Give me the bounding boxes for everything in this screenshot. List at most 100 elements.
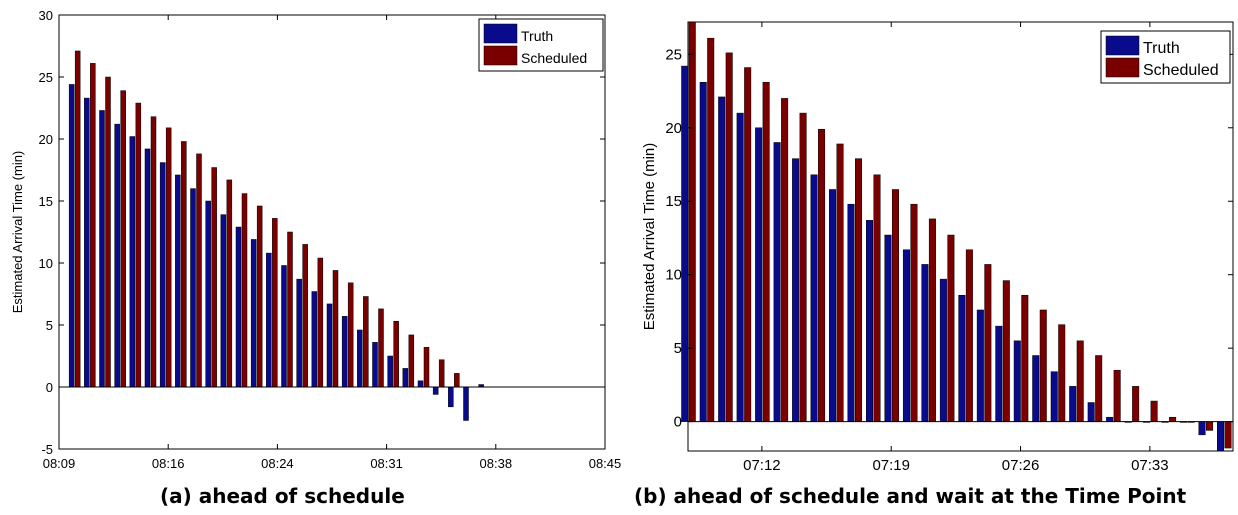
- chart-b-bar-scheduled: [1058, 324, 1066, 422]
- chart-b-bar-truth: [792, 158, 800, 422]
- chart-a-bar-truth: [114, 123, 120, 388]
- chart-b-bar-truth: [1217, 421, 1225, 452]
- chart-b-bar-truth: [1087, 402, 1095, 422]
- chart-b-xtick-label: 07:26: [1002, 457, 1040, 474]
- chart-a-bar-scheduled: [272, 218, 278, 388]
- chart-b-bar-scheduled: [688, 21, 696, 422]
- chart-b-legend-label-truth: Truth: [1143, 40, 1180, 57]
- chart-a-xtick-label: 08:16: [152, 456, 185, 471]
- chart-a-xtick-label: 08:45: [589, 456, 622, 471]
- chart-b-bar-truth: [902, 249, 910, 422]
- chart-b-bar-scheduled: [891, 189, 899, 422]
- chart-b-xtick-label: 07:33: [1131, 457, 1169, 474]
- chart-a-bar-scheduled: [393, 321, 399, 388]
- chart-a-bar-scheduled: [408, 334, 415, 388]
- chart-a-bar-truth: [432, 386, 439, 395]
- chart-a-bar-truth: [326, 303, 333, 388]
- chart-a-ytick-label: -5: [41, 442, 53, 457]
- chart-b-bar-truth: [939, 278, 947, 422]
- chart-b-bar-truth: [1013, 340, 1021, 422]
- chart-b-bar-scheduled: [928, 218, 936, 422]
- chart-a-bar-scheduled: [165, 127, 172, 388]
- chart-b-bar-truth: [865, 220, 873, 422]
- chart-a-bar-scheduled: [241, 193, 248, 388]
- chart-b-bar-truth: [1106, 416, 1114, 422]
- chart-a-xtick-label: 08:38: [480, 456, 513, 471]
- chart-a-legend-swatch-scheduled: [483, 45, 518, 66]
- caption-b: (b) ahead of schedule and wait at the Ti…: [634, 484, 1187, 508]
- chart-a-bar-truth: [341, 316, 348, 388]
- chart-a-bar-truth: [144, 148, 151, 388]
- chart-a-bar-scheduled: [287, 231, 293, 388]
- chart-a-ytick-label: 25: [39, 70, 53, 85]
- chart-a-bar-truth: [129, 136, 136, 388]
- chart-a-bar-scheduled: [196, 153, 202, 388]
- chart-panel-a: -5 0 5 10 15 20 25 30 08:09 08:16 08:24 08:31 08:38 0…: [10, 8, 622, 508]
- chart-a-bar-truth: [159, 162, 166, 388]
- chart-a-bar-scheduled: [317, 257, 324, 388]
- chart-a-bar-truth: [175, 174, 181, 388]
- chart-b-bar-scheduled: [855, 158, 863, 422]
- chart-a-ytick-label: 20: [39, 132, 53, 147]
- chart-b-bar-scheduled: [1132, 386, 1140, 422]
- chart-b-legend-label-scheduled: Scheduled: [1143, 62, 1219, 79]
- chart-a-bar-truth: [311, 291, 318, 388]
- chart-b-bar-scheduled: [1150, 400, 1158, 422]
- chart-a-bar-truth: [250, 239, 257, 388]
- chart-b-bar-truth: [718, 96, 726, 422]
- chart-b-bar-truth: [755, 127, 763, 422]
- chart-a-bar-scheduled: [90, 63, 96, 388]
- chart-a-bar-scheduled: [74, 50, 81, 388]
- chart-a-svg: -5 0 5 10 15 20 25 30 08:09 08:16 08:24 08:31 08:38 0…: [10, 8, 622, 471]
- chart-b-ytick-label: 15: [665, 193, 682, 210]
- chart-a-legend-label-scheduled: Scheduled: [521, 50, 587, 66]
- chart-panel-b: 0 5 10 15 20 25 07:12 07:19 07:26 07:33 Estimated …: [628, 0, 1238, 515]
- chart-a-bar-scheduled: [181, 141, 187, 388]
- chart-b-bar-scheduled: [836, 143, 844, 422]
- chart-a-bar-scheduled: [211, 167, 217, 388]
- chart-b-bar-truth: [829, 189, 837, 422]
- chart-b-bar-scheduled: [910, 203, 918, 422]
- chart-b-ylabel: Estimated Arrival Time (min): [641, 143, 658, 331]
- chart-b-bar-scheduled: [984, 264, 992, 422]
- chart-a-bar-scheduled: [363, 296, 369, 388]
- chart-a-bar-truth: [220, 214, 227, 388]
- chart-a-bar-scheduled: [135, 102, 142, 388]
- chart-a-bar-truth: [372, 342, 378, 388]
- chart-a-bar-truth: [205, 200, 211, 388]
- chart-a-bar-scheduled: [438, 359, 445, 388]
- chart-b-bar-truth: [921, 264, 929, 422]
- chart-a-bar-scheduled: [226, 179, 233, 388]
- chart-b-ytick-label: 0: [674, 414, 682, 431]
- chart-b-bar-scheduled: [947, 234, 955, 422]
- chart-a-bar-truth: [448, 386, 454, 408]
- chart-b-bar-scheduled: [873, 174, 881, 422]
- chart-b-bar-scheduled: [818, 129, 826, 422]
- chart-b-bar-truth: [1198, 421, 1206, 436]
- chart-b-bar-scheduled: [707, 37, 715, 422]
- chart-b-bar-scheduled: [1021, 295, 1029, 422]
- chart-b-bar-truth: [1032, 355, 1040, 422]
- chart-a-bar-scheduled: [378, 308, 384, 388]
- chart-a-bar-scheduled: [302, 244, 308, 388]
- chart-a-bar-truth: [463, 386, 469, 421]
- chart-a-bar-truth: [417, 380, 424, 388]
- chart-a-bar-truth: [296, 278, 302, 388]
- chart-b-bar-truth: [884, 234, 892, 422]
- chart-a-bar-truth: [99, 110, 105, 388]
- chart-a-xtick-label: 08:24: [261, 456, 294, 471]
- chart-a-bar-truth: [281, 265, 287, 388]
- chart-b-bar-truth: [681, 65, 689, 422]
- chart-b-bar-truth: [1050, 371, 1058, 422]
- chart-a-ylabel: Estimated Arrival Time (min): [10, 151, 25, 314]
- chart-b-ytick-label: 25: [665, 46, 682, 63]
- chart-b-bar-scheduled: [762, 81, 770, 422]
- chart-a-bar-scheduled: [454, 373, 460, 388]
- chart-b-bar-scheduled: [1224, 421, 1232, 449]
- chart-a-ytick-label: 30: [39, 8, 53, 23]
- chart-b-ytick-label: 10: [665, 267, 682, 284]
- chart-a-bar-scheduled: [423, 347, 430, 388]
- chart-a-xtick-label: 08:09: [43, 456, 76, 471]
- chart-b-bar-scheduled: [1002, 280, 1010, 422]
- chart-a-bar-truth: [190, 188, 196, 388]
